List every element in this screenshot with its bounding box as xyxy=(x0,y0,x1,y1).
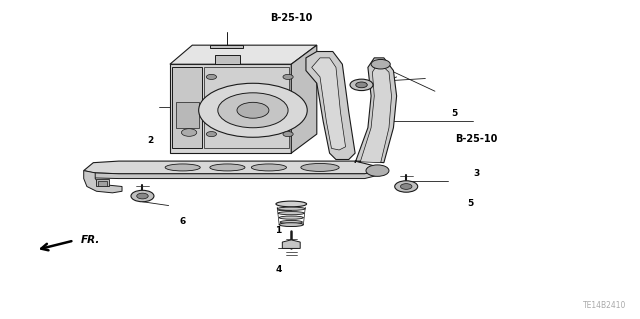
Polygon shape xyxy=(312,58,346,150)
Polygon shape xyxy=(291,45,317,153)
Text: B-25-10: B-25-10 xyxy=(455,134,498,144)
Circle shape xyxy=(218,93,288,128)
Circle shape xyxy=(283,131,293,137)
Ellipse shape xyxy=(278,211,305,215)
Circle shape xyxy=(283,74,293,79)
Text: 1: 1 xyxy=(275,226,282,235)
Polygon shape xyxy=(176,102,198,128)
Text: 4: 4 xyxy=(275,264,282,274)
Polygon shape xyxy=(210,45,243,48)
Ellipse shape xyxy=(276,201,307,207)
Ellipse shape xyxy=(279,216,303,219)
Ellipse shape xyxy=(277,207,305,210)
Polygon shape xyxy=(306,51,355,160)
Circle shape xyxy=(206,74,216,79)
Text: FR.: FR. xyxy=(81,235,100,246)
Ellipse shape xyxy=(301,163,339,171)
Polygon shape xyxy=(97,179,109,187)
Circle shape xyxy=(181,129,196,136)
Polygon shape xyxy=(93,171,378,179)
Text: 6: 6 xyxy=(180,217,186,226)
Ellipse shape xyxy=(280,220,303,224)
Polygon shape xyxy=(170,64,291,153)
Circle shape xyxy=(371,59,390,69)
Polygon shape xyxy=(214,55,240,64)
Polygon shape xyxy=(204,67,289,148)
Ellipse shape xyxy=(165,164,200,171)
Text: TE14B2410: TE14B2410 xyxy=(583,301,627,310)
Ellipse shape xyxy=(279,223,303,226)
Ellipse shape xyxy=(210,164,245,171)
Polygon shape xyxy=(170,45,317,64)
Text: 3: 3 xyxy=(474,169,479,178)
Circle shape xyxy=(395,181,418,192)
Bar xyxy=(99,182,107,186)
Text: 2: 2 xyxy=(148,136,154,145)
Text: B-25-10: B-25-10 xyxy=(270,13,312,23)
Circle shape xyxy=(350,79,373,91)
Circle shape xyxy=(198,83,307,137)
Polygon shape xyxy=(172,67,202,148)
Polygon shape xyxy=(84,161,378,174)
Circle shape xyxy=(356,82,367,88)
Polygon shape xyxy=(358,64,392,163)
Circle shape xyxy=(237,102,269,118)
Text: 5: 5 xyxy=(451,109,457,118)
Circle shape xyxy=(206,131,216,137)
Circle shape xyxy=(131,190,154,202)
Polygon shape xyxy=(84,171,122,193)
Circle shape xyxy=(401,184,412,189)
Polygon shape xyxy=(282,240,300,249)
Circle shape xyxy=(137,193,148,199)
Ellipse shape xyxy=(252,164,287,171)
Text: 5: 5 xyxy=(467,199,473,208)
Polygon shape xyxy=(355,58,397,163)
Circle shape xyxy=(366,165,389,176)
